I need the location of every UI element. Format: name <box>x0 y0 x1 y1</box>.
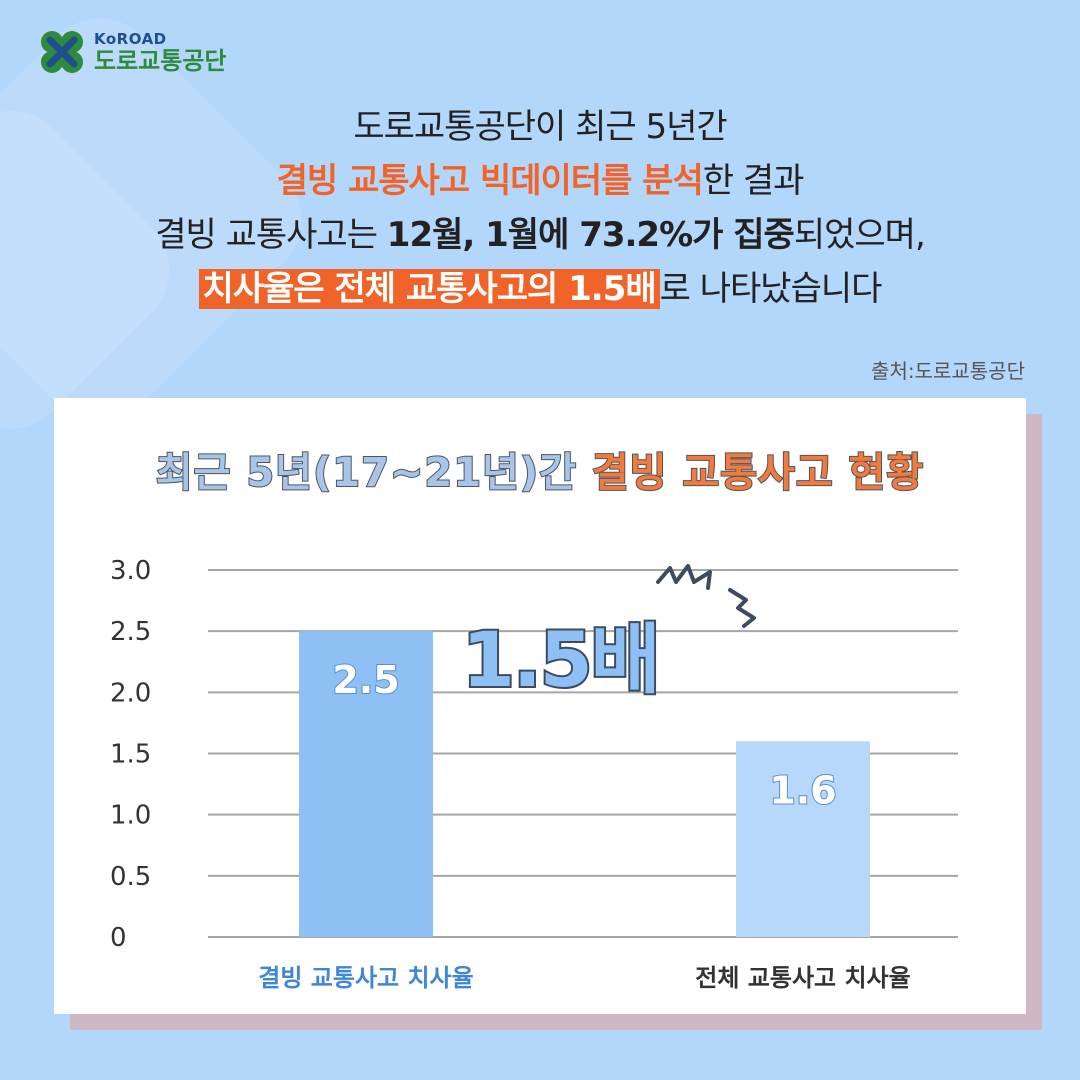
bar-value-label: 1.6 <box>769 768 836 812</box>
koroad-logo: KoROAD 도로교통공단 <box>34 24 226 80</box>
chart-title: 최근 5년(17~21년)간 결빙 교통사고 현황 <box>0 440 1080 498</box>
y-tick-label: 0.5 <box>110 862 151 892</box>
bar <box>299 631 433 937</box>
y-tick-label: 1.5 <box>110 740 151 770</box>
chart-title-part-a: 최근 5년(17~21년)간 <box>155 449 577 497</box>
headline-line-2: 결빙 교통사고 빅데이터를 분석한 결과 <box>276 161 805 201</box>
bar-value-label: 2.5 <box>332 658 399 702</box>
y-tick-label: 0 <box>110 923 127 953</box>
headline: 도로교통공단이 최근 5년간 결빙 교통사고 빅데이터를 분석한 결과 결빙 교… <box>0 100 1080 316</box>
y-tick-label: 2.5 <box>110 617 151 647</box>
chart-title-part-b: 결빙 교통사고 현황 <box>591 449 925 497</box>
y-tick-label: 3.0 <box>110 556 151 586</box>
category-label: 전체 교통사고 치사율 <box>695 964 910 992</box>
logo-english: KoROAD <box>94 29 167 48</box>
bar <box>736 741 870 937</box>
ratio-callout: 1.5배 <box>460 613 663 706</box>
y-tick-label: 1.0 <box>110 801 151 831</box>
burst-mark-icon <box>656 564 756 628</box>
clover-logo-icon <box>41 31 83 73</box>
category-label: 결빙 교통사고 치사율 <box>258 964 473 992</box>
headline-line-4: 치사율은 전체 교통사고의 1.5배 로 나타났습니다 <box>0 262 1080 316</box>
logo-korean: 도로교통공단 <box>94 46 227 75</box>
headline-line-1: 도로교통공단이 최근 5년간 <box>353 107 727 147</box>
source-note: 출처:도로교통공단 <box>871 359 1025 383</box>
headline-line-3: 결빙 교통사고는 12월, 1월에 73.2%가 집중되었으며, <box>155 215 926 255</box>
y-tick-label: 2.0 <box>110 678 151 708</box>
